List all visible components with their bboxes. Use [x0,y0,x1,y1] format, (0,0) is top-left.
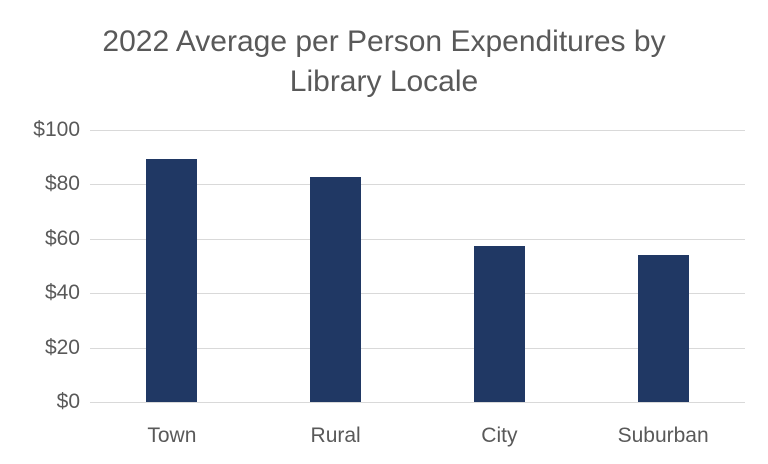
gridline [90,238,745,240]
gridline [90,402,745,403]
y-tick-label: $0 [56,390,80,413]
x-tick-label: Town [147,424,197,447]
x-tick-label: Rural [310,424,361,447]
plot-area [90,130,745,403]
bar-suburban [637,255,689,402]
chart-title-line-2: Library Locale [289,65,479,98]
gridline [90,293,745,295]
y-tick-label: $100 [33,118,80,141]
bar-town [146,159,198,402]
bar-rural [310,177,362,402]
y-tick-label: $60 [44,226,80,250]
bar-city [473,246,525,402]
x-tick-label: Suburban [617,424,709,447]
y-tick-label: $40 [44,281,80,305]
y-tick-label: $80 [44,172,80,196]
chart-title: 2022 Average per Person Expenditures by … [0,22,768,102]
gridline [90,184,745,186]
y-tick-label: $20 [44,335,80,359]
x-tick-label: City [481,424,518,447]
chart-title-line-1: 2022 Average per Person Expenditures by [102,25,666,58]
gridline [90,130,745,131]
gridline [90,347,745,349]
